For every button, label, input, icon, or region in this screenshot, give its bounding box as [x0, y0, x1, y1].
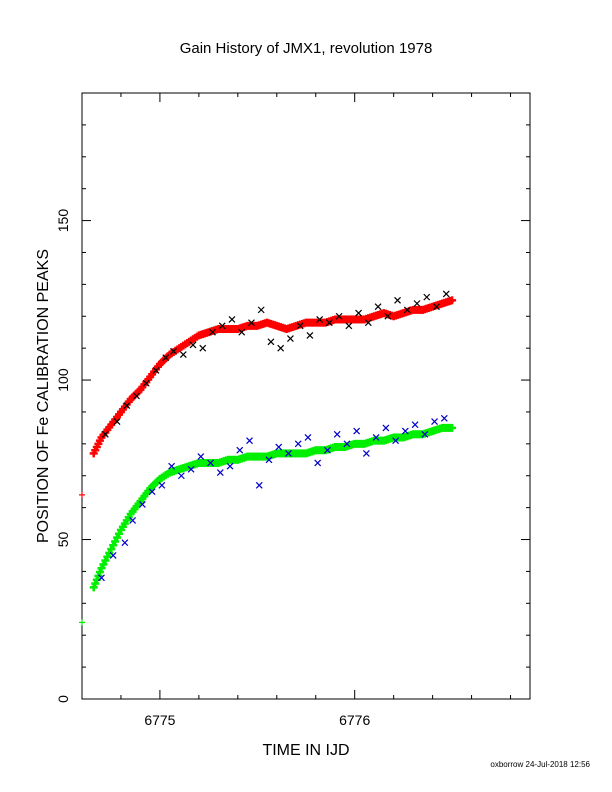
data-point — [189, 341, 197, 349]
data-point — [394, 296, 401, 304]
data-point — [421, 430, 429, 438]
chart-title: Gain History of JMX1, revolution 1978 — [180, 40, 433, 57]
data-point — [325, 319, 333, 327]
data-point — [306, 331, 314, 339]
data-point — [152, 367, 160, 374]
data-point — [374, 303, 382, 311]
data-point — [158, 481, 166, 489]
y-tick-label: 100 — [55, 368, 71, 392]
data-point — [423, 293, 431, 301]
data-point — [353, 427, 361, 435]
data-point — [148, 488, 156, 496]
data-point — [372, 434, 380, 441]
data-point — [392, 437, 400, 445]
data-point — [142, 379, 150, 387]
data-point — [286, 335, 294, 343]
data-point — [79, 619, 85, 626]
data-point — [316, 316, 324, 323]
y-tick-label: 0 — [55, 695, 71, 703]
plot-frame — [81, 92, 531, 700]
data-point — [98, 574, 105, 582]
data-point — [123, 402, 131, 409]
data-point — [277, 344, 285, 352]
data-point — [133, 392, 140, 400]
data-point — [109, 552, 117, 559]
data-point — [448, 423, 457, 432]
data-point — [246, 437, 253, 445]
data-marks — [79, 290, 457, 626]
tick-group — [81, 92, 530, 700]
y-axis-label: POSITION OF Fe CALIBRATION PEAKS — [35, 249, 52, 543]
data-point — [275, 443, 283, 451]
data-point — [226, 462, 234, 470]
data-point — [431, 418, 438, 425]
data-point — [209, 328, 216, 336]
y-tick-label: 150 — [55, 209, 71, 233]
x-tick-label: 6775 — [144, 712, 175, 728]
data-point — [238, 328, 246, 336]
data-point — [187, 465, 195, 473]
data-point — [199, 344, 207, 352]
data-point — [248, 319, 255, 327]
data-point — [207, 459, 214, 467]
data-point — [440, 414, 448, 422]
data-point — [138, 501, 146, 508]
data-point — [343, 440, 351, 448]
data-point — [448, 296, 457, 305]
data-point — [304, 434, 312, 441]
data-point — [413, 300, 421, 307]
data-point — [442, 290, 450, 298]
data-point — [170, 347, 177, 355]
data-point — [335, 312, 343, 320]
data-point — [79, 491, 85, 498]
data-point — [218, 322, 226, 330]
x-tick-label: 6776 — [339, 712, 370, 728]
data-point — [403, 306, 411, 314]
data-point — [384, 312, 392, 320]
data-point — [382, 424, 390, 432]
data-point — [362, 449, 370, 457]
data-point — [228, 316, 236, 323]
data-point — [113, 418, 121, 425]
data-point — [236, 446, 244, 454]
data-point — [285, 449, 292, 457]
data-point — [294, 440, 302, 448]
data-point — [265, 456, 273, 464]
data-point — [129, 516, 137, 524]
data-point — [433, 303, 440, 311]
data-point — [401, 427, 409, 435]
footer-credit: oxborrow 24-Jul-2018 12:56 — [490, 760, 590, 769]
data-point — [197, 453, 205, 461]
data-point — [296, 322, 304, 330]
data-point — [267, 338, 275, 346]
data-point — [345, 322, 353, 330]
data-point — [257, 306, 265, 314]
data-point — [177, 472, 185, 480]
data-point — [216, 469, 224, 476]
x-axis-label: TIME IN IJD — [262, 742, 349, 759]
data-point — [162, 354, 170, 362]
data-point — [333, 430, 341, 438]
data-point — [324, 446, 331, 454]
data-point — [179, 351, 187, 358]
tick-label-group: 0 50 100 150 6775 6776 — [55, 209, 370, 728]
data-point — [411, 421, 419, 429]
data-point — [168, 462, 176, 470]
data-point — [314, 459, 322, 467]
data-point — [364, 319, 372, 327]
data-point — [355, 309, 363, 317]
data-point — [101, 430, 109, 438]
y-tick-label: 50 — [55, 532, 71, 548]
data-point — [255, 481, 263, 489]
data-point — [121, 539, 129, 547]
